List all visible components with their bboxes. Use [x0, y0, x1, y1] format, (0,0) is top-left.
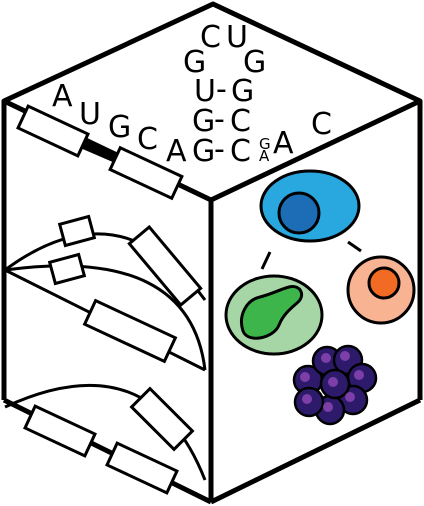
bulge-letter: G [259, 135, 271, 153]
stem-dash: - [214, 132, 225, 167]
stem-left: G [192, 104, 215, 139]
protein-domain-box [108, 145, 184, 201]
cluster-highlight [340, 351, 350, 361]
stem-dash: - [216, 72, 227, 107]
tail-letter: A [273, 126, 294, 161]
protein-domain-box [127, 224, 203, 308]
protein-domain-box [105, 441, 179, 495]
loop-letter: G [243, 45, 266, 80]
loop-letter: G [183, 45, 206, 80]
stem-right: C [230, 134, 251, 169]
protein-domain-box [16, 104, 90, 158]
erythroid-nucleus [367, 266, 401, 300]
stem-right: G [231, 74, 254, 109]
stem-dash: - [214, 102, 225, 137]
rna-sequence: A U G C A G - C G - C U - G G C U G G A … [52, 20, 332, 169]
loop-letter: C [200, 20, 221, 55]
protein-domain-box [23, 404, 97, 458]
lineage-connector [347, 240, 362, 253]
protein-domains [4, 104, 207, 495]
stem-left: G [192, 134, 215, 169]
curve-line [4, 383, 207, 481]
cluster-highlight [354, 370, 364, 380]
protein-domain-box [82, 298, 178, 364]
protein-domain-box [129, 386, 195, 452]
stem-left: U [194, 74, 216, 109]
strand-letter: U [79, 97, 101, 132]
strand-letter: A [52, 79, 73, 114]
cluster-highlight [345, 392, 355, 402]
cluster-highlight [328, 377, 338, 387]
cell-lineage [224, 169, 416, 426]
stem-cell-nucleus [277, 191, 321, 235]
cluster-highlight [323, 402, 333, 412]
protein-domain-box [47, 252, 87, 286]
domain-linker [78, 140, 119, 164]
loop-letter: U [226, 20, 248, 55]
cluster-highlight [321, 353, 331, 363]
stem-right: C [230, 104, 251, 139]
cube-bottom-right [209, 397, 422, 505]
cluster-highlight [300, 372, 310, 382]
strand-letter: A [166, 134, 187, 169]
neutrophil-nucleus [240, 285, 304, 340]
strand-letter: C [137, 122, 158, 157]
lineage-connector [260, 251, 272, 270]
megakaryocyte-highlights [300, 351, 364, 412]
protein-domain-box [57, 214, 97, 248]
cluster-highlight [302, 394, 312, 404]
strand-letter: G [108, 110, 131, 145]
bulge-letter: A [259, 147, 270, 165]
tail-letter: C [311, 107, 332, 142]
